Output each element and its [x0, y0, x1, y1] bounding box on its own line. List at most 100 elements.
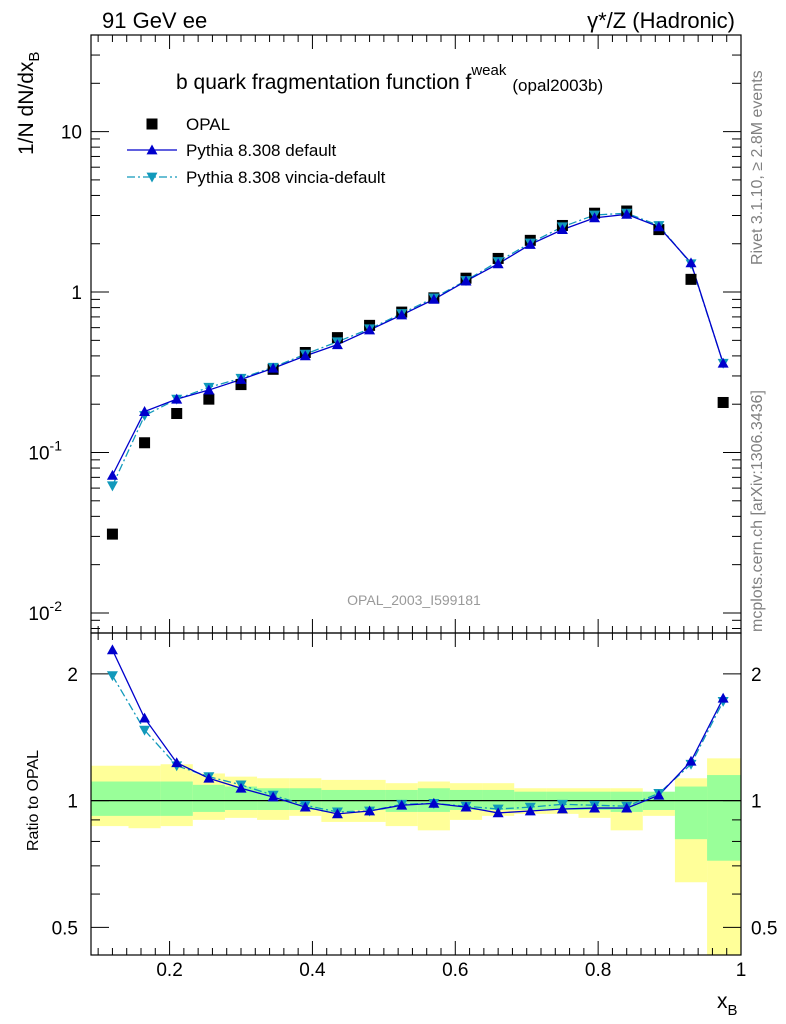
data-point-mc	[203, 384, 215, 395]
x-tick-label: 0.8	[585, 960, 611, 981]
ratio-y-tick-label: 0.5	[751, 918, 777, 939]
legend-label: OPAL	[186, 115, 230, 134]
ratio-data-point	[139, 725, 151, 736]
ratio-data-point	[524, 805, 536, 816]
ratio-data-point	[460, 801, 472, 812]
x-tick-label: 0.2	[156, 960, 182, 981]
data-point-mc	[460, 275, 472, 286]
chart-title-sub: (opal2003b)	[512, 76, 603, 95]
data-point-mc	[171, 393, 183, 404]
data-point-opal	[203, 393, 215, 405]
rivet-label: Rivet 3.1.10, ≥ 2.8M events	[749, 70, 766, 265]
y-axis-label: 1/N dN/dxB	[15, 52, 43, 155]
data-point-mc	[396, 309, 408, 320]
y-axis-label-main: 1/N dN/dx	[15, 61, 38, 155]
ratio-data-point	[621, 802, 633, 813]
data-point-mc	[556, 224, 568, 235]
data-marks	[106, 205, 729, 819]
data-point-mc	[139, 406, 151, 416]
ratio-data-point	[106, 644, 118, 655]
stat-uncertainty-band	[224, 786, 258, 810]
data-point-opal	[106, 528, 118, 540]
ratio-y-axis-label: Ratio to OPAL	[25, 750, 42, 851]
mcplots-label: mcplots.cern.ch [arXiv:1306.3436]	[749, 390, 766, 632]
ratio-data-point	[235, 782, 247, 793]
stat-uncertainty-band	[674, 786, 708, 840]
data-point-mc	[621, 208, 633, 219]
series-line	[111, 213, 724, 476]
analysis-label: OPAL_2003_I599181	[347, 592, 481, 608]
data-point-mc	[717, 357, 729, 368]
x-axis-label-main: x	[717, 990, 728, 1013]
y-tick-label-exp: -2	[50, 598, 63, 614]
y-tick-label: 10-1	[28, 438, 62, 465]
stat-uncertainty-band	[128, 781, 161, 816]
ratio-data-point	[556, 803, 568, 814]
data-point-mc	[524, 238, 536, 249]
stat-uncertainty-band	[482, 789, 515, 810]
ratio-data-point	[139, 712, 151, 723]
stat-uncertainty-band	[449, 789, 483, 810]
ratio-y-tick-label: 2	[751, 665, 762, 686]
chart-title: b quark fragmentation function fweak (opa…	[176, 62, 603, 95]
x-tick-label: 0.4	[299, 960, 326, 981]
ratio-data-point	[331, 808, 343, 819]
ratio-data-point	[299, 801, 311, 812]
legend-label: Pythia 8.308 default	[186, 141, 337, 160]
ratio-data-point	[428, 797, 440, 808]
ratio-y-tick-label: 1	[67, 792, 78, 813]
ratio-data-point	[589, 802, 601, 813]
header-right: γ*/Z (Hadronic)	[587, 8, 735, 33]
ratio-data-point	[203, 772, 215, 783]
data-point-opal	[171, 408, 183, 420]
series-line	[111, 212, 724, 487]
ratio-data-point	[171, 757, 183, 768]
data-point-mc	[106, 469, 118, 480]
ratio-uncertainty-bands	[91, 758, 741, 955]
legend-marker-opal	[146, 118, 158, 130]
data-point-opal	[139, 437, 151, 449]
data-point-mc	[685, 257, 697, 268]
legend-label: Pythia 8.308 vincia-default	[186, 168, 386, 187]
ratio-data-point	[653, 789, 665, 800]
ratio-data-point	[492, 807, 504, 818]
data-point-opal	[685, 273, 697, 285]
chart-title-sup: weak	[470, 62, 507, 79]
ratio-panel-frame	[90, 632, 742, 956]
legend: OPAL Pythia 8.308 default Pythia 8.308 vin…	[127, 115, 386, 187]
x-tick-label: 1	[736, 960, 747, 981]
data-point-mc	[331, 339, 343, 350]
data-point-mc	[299, 350, 311, 361]
ratio-data-point	[685, 755, 697, 766]
stat-uncertainty-band	[160, 781, 193, 816]
stat-uncertainty-band	[707, 775, 741, 861]
data-point-mc	[589, 212, 601, 223]
ratio-data-point	[364, 805, 376, 816]
stat-uncertainty-band	[353, 789, 386, 810]
data-point-mc	[653, 221, 665, 232]
y-tick-label-exp: -1	[50, 438, 63, 454]
data-point-opal	[235, 379, 247, 391]
y-tick-label: 10-2	[28, 598, 62, 625]
ratio-y-tick-label: 0.5	[52, 918, 78, 939]
x-tick-label: 0.6	[442, 960, 468, 981]
ratio-data-point	[267, 791, 279, 802]
data-point-mc	[428, 293, 440, 304]
y-tick-label: 1	[71, 283, 82, 304]
chart-title-main: b quark fragmentation function f	[176, 71, 472, 94]
ratio-data-point	[106, 671, 118, 682]
x-axis-label: xB	[717, 990, 738, 1019]
data-point-mc	[106, 481, 118, 492]
stat-uncertainty-band	[192, 784, 225, 812]
y-tick-label: 10	[61, 123, 82, 144]
legend-marker-vincia	[146, 172, 158, 183]
data-point-mc	[235, 374, 247, 384]
header-left: 91 GeV ee	[102, 8, 207, 33]
ratio-data-point	[396, 799, 408, 810]
legend-marker-default	[146, 144, 158, 155]
ratio-y-tick-label: 1	[751, 792, 762, 813]
data-point-mc	[492, 258, 504, 269]
ratio-series-line	[111, 649, 724, 815]
